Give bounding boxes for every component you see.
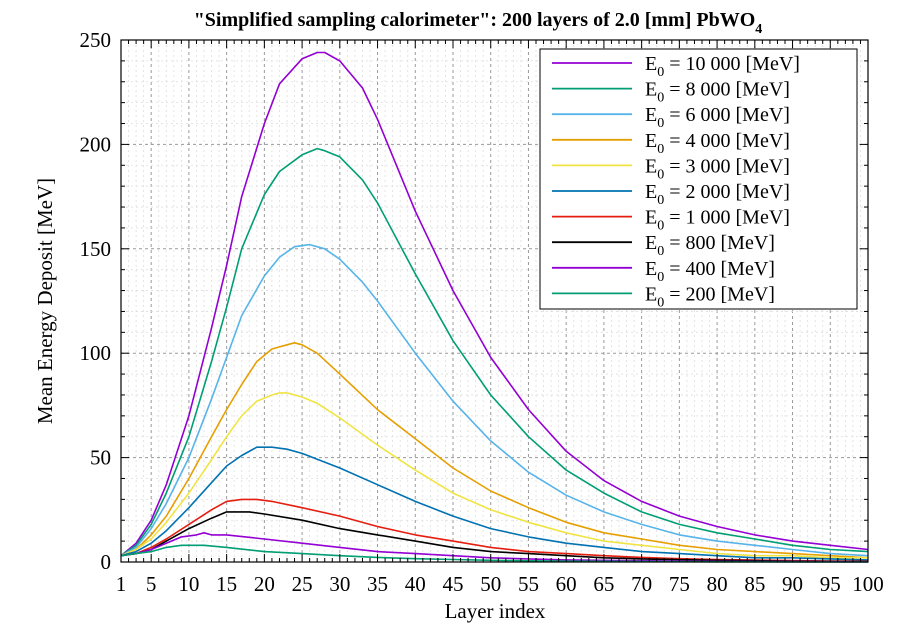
- series-line-6: [120, 498, 869, 563]
- legend-box: [539, 48, 858, 310]
- y-tick-label: 150: [80, 237, 112, 261]
- y-axis-label: Mean Energy Deposit [MeV]: [33, 178, 57, 424]
- plot-frame: [120, 39, 869, 563]
- x-tick-label: 65: [593, 572, 614, 596]
- x-tick-label: 95: [820, 572, 841, 596]
- legend-entry-3: E0 = 4 000 [MeV]: [645, 130, 790, 157]
- series-line-1: [120, 147, 869, 557]
- x-axis-label: Layer index: [445, 599, 546, 623]
- legend-entry-4: E0 = 3 000 [MeV]: [645, 155, 790, 182]
- series-line-3: [120, 341, 869, 559]
- y-tick-label: 250: [80, 28, 112, 52]
- legend: E0 = 10 000 [MeV]E0 = 8 000 [MeV]E0 = 6 …: [539, 48, 858, 310]
- x-tick-label: 35: [367, 572, 388, 596]
- x-tick-label: 1: [116, 572, 127, 596]
- x-tick-label: 75: [669, 572, 690, 596]
- series-line-7: [120, 511, 869, 563]
- x-tick-label: 20: [254, 572, 275, 596]
- x-tick-label: 60: [556, 572, 577, 596]
- legend-entry-5: E0 = 2 000 [MeV]: [645, 181, 790, 208]
- legend-entry-8: E0 = 400 [MeV]: [645, 258, 775, 285]
- x-tick-label: 80: [707, 572, 728, 596]
- x-tick-label: 25: [292, 572, 313, 596]
- tick-labels: 1 5 10 15 20 25 30 35 40 45 50 55 60 65 70 75 80 85 90 95 10…: [80, 28, 884, 596]
- x-tick-label: 90: [782, 572, 803, 596]
- legend-entry-7: E0 = 800 [MeV]: [645, 232, 775, 259]
- axes: [120, 39, 869, 563]
- series-line-0: [120, 51, 869, 557]
- x-tick-label: 55: [518, 572, 539, 596]
- legend-entry-6: E0 = 1 000 [MeV]: [645, 207, 790, 234]
- series-line-4: [120, 392, 868, 559]
- legend-entry-9: E0 = 200 [MeV]: [645, 283, 775, 310]
- y-tick-label: 50: [90, 446, 111, 470]
- y-tick-label: 200: [80, 132, 112, 156]
- series-line-2: [120, 243, 869, 557]
- x-tick-label: 85: [744, 572, 765, 596]
- x-tick-label: 100: [852, 572, 884, 596]
- y-tick-label: 100: [80, 341, 112, 365]
- series-lines: [120, 51, 869, 563]
- x-tick-label: 10: [178, 572, 199, 596]
- legend-entry-0: E0 = 10 000 [MeV]: [645, 53, 800, 80]
- x-tick-label: 40: [405, 572, 426, 596]
- x-tick-label: 45: [443, 572, 464, 596]
- y-tick-label: 0: [101, 550, 112, 574]
- legend-entry-1: E0 = 8 000 [MeV]: [645, 79, 790, 106]
- x-tick-label: 70: [631, 572, 652, 596]
- x-tick-label: 5: [146, 572, 157, 596]
- series-line-5: [120, 446, 869, 561]
- x-tick-label: 30: [329, 572, 350, 596]
- legend-entry-2: E0 = 6 000 [MeV]: [645, 104, 790, 131]
- x-tick-label: 15: [216, 572, 237, 596]
- chart-title: "Simplified sampling calorimeter": 200 l…: [194, 9, 763, 37]
- x-tick-label: 50: [480, 572, 501, 596]
